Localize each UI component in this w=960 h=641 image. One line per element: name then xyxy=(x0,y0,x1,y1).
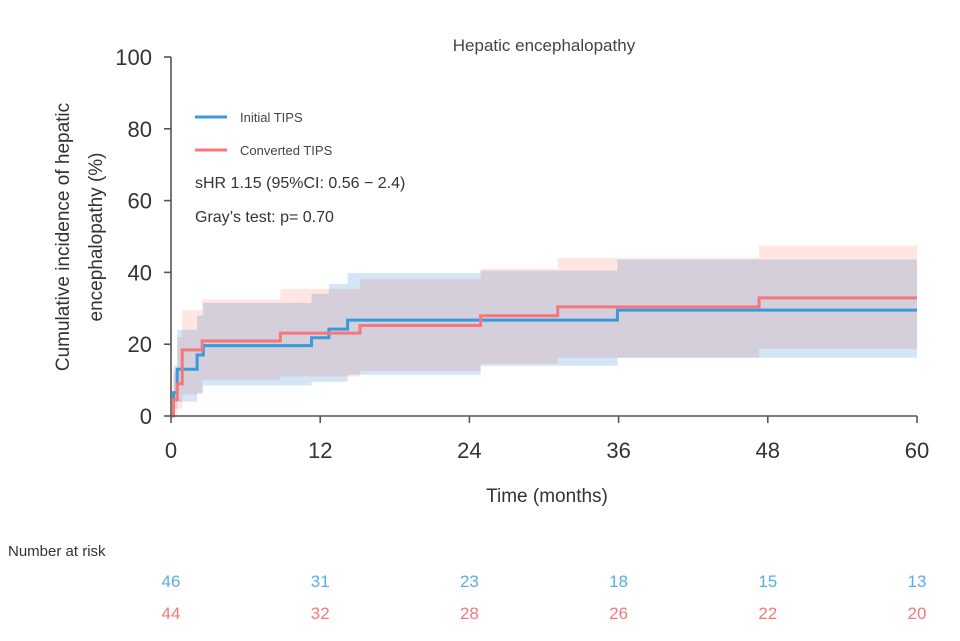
risk-count-converted-tips: 28 xyxy=(460,604,479,623)
risk-count-initial-tips: 15 xyxy=(758,572,777,591)
x-tick-label: 36 xyxy=(606,438,630,463)
x-tick-label: 60 xyxy=(905,438,929,463)
x-tick-label: 0 xyxy=(165,438,177,463)
y-tick-label: 100 xyxy=(115,45,152,70)
y-axis-title-line-2: encephalopathy (%) xyxy=(86,153,107,322)
y-tick-label: 40 xyxy=(128,260,152,285)
grays-test-annotation: Gray’s test: p= 0.70 xyxy=(195,209,334,226)
y-tick-label: 20 xyxy=(128,332,152,357)
x-axis-title: Time (months) xyxy=(486,486,608,507)
risk-count-converted-tips: 44 xyxy=(162,604,181,623)
risk-count-converted-tips: 20 xyxy=(908,604,927,623)
x-ticks: 0 12 24 36 48 60 xyxy=(165,416,929,463)
axes xyxy=(170,57,917,417)
risk-table-title: Number at risk xyxy=(8,543,106,560)
risk-count-initial-tips: 31 xyxy=(311,572,330,591)
chart-title: Hepatic encephalopathy xyxy=(453,36,636,55)
risk-count-initial-tips: 46 xyxy=(162,572,181,591)
y-tick-label: 0 xyxy=(140,404,152,429)
risk-count-converted-tips: 26 xyxy=(609,604,628,623)
legend-label-initial-tips: Initial TIPS xyxy=(240,110,303,125)
y-tick-label: 80 xyxy=(128,117,152,142)
legend-label-converted-tips: Converted TIPS xyxy=(240,143,333,158)
risk-count-converted-tips: 22 xyxy=(758,604,777,623)
risk-count-converted-tips: 32 xyxy=(311,604,330,623)
x-tick-label: 24 xyxy=(457,438,481,463)
x-tick-label: 48 xyxy=(756,438,780,463)
risk-count-initial-tips: 23 xyxy=(460,572,479,591)
incidence-lines xyxy=(171,296,917,418)
confidence-bands xyxy=(171,245,917,416)
shr-annotation: sHR 1.15 (95%CI: 0.56 − 2.4) xyxy=(195,175,405,192)
y-tick-label: 60 xyxy=(128,189,152,214)
risk-count-initial-tips: 13 xyxy=(908,572,927,591)
x-tick-label: 12 xyxy=(308,438,332,463)
y-axis-title-line-1: Cumulative incidence of hepatic xyxy=(53,103,74,371)
legend: Initial TIPS Converted TIPS xyxy=(195,110,333,158)
y-axis-title: Cumulative incidence of hepatic encephal… xyxy=(53,103,107,371)
line-converted-tips xyxy=(171,296,917,418)
risk-count-initial-tips: 18 xyxy=(609,572,628,591)
risk-table: 46 31 23 18 15 13 44 32 28 26 22 20 xyxy=(162,572,927,623)
ci-band-converted-tips xyxy=(171,245,917,416)
y-ticks: 0 20 40 60 80 100 xyxy=(115,45,171,429)
